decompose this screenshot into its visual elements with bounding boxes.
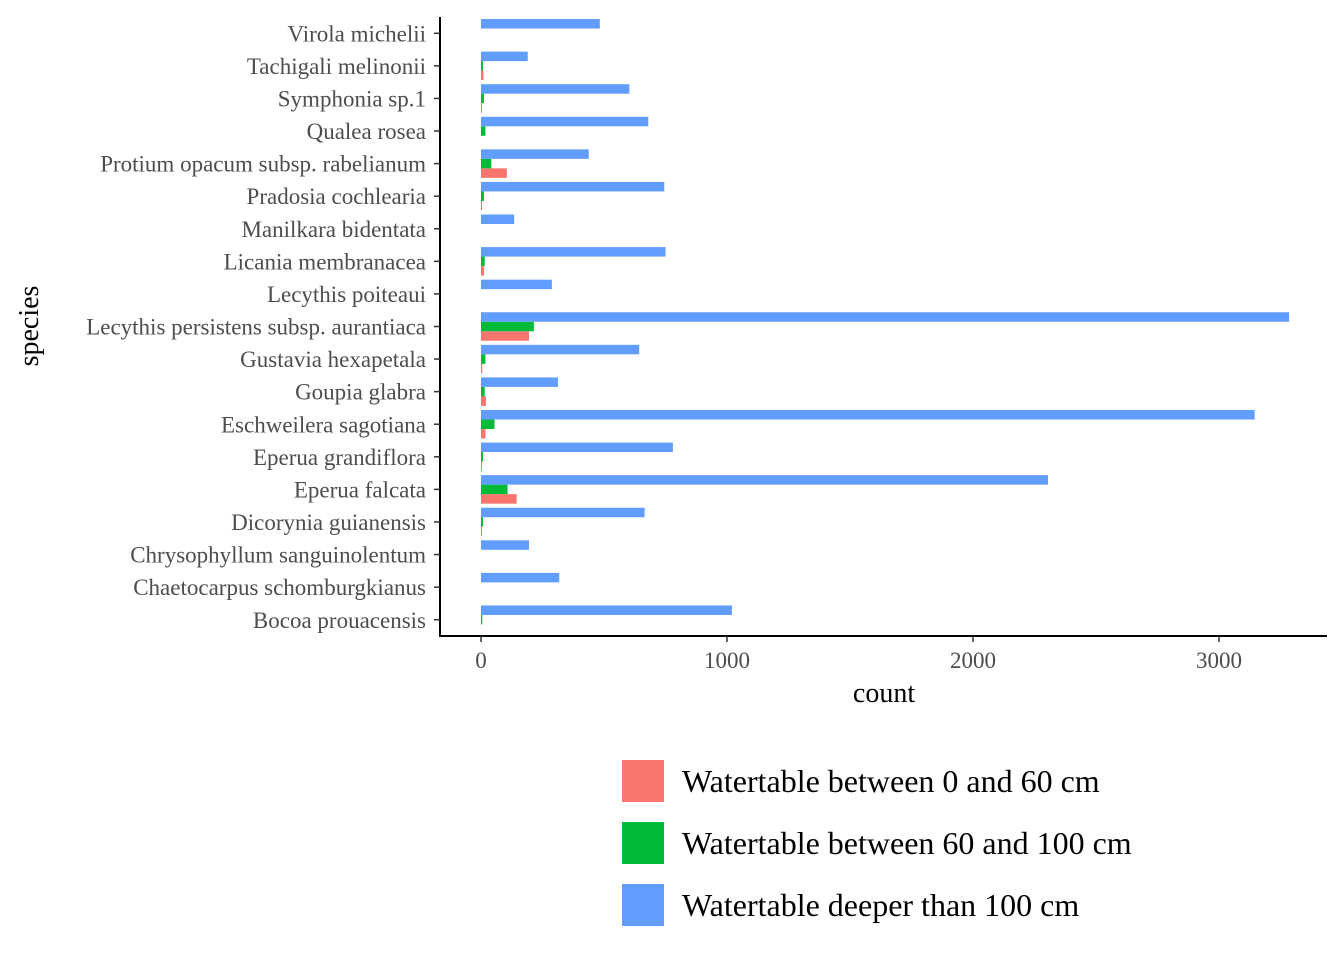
bar-qualea-rosea-series-1 <box>481 126 486 136</box>
bar-tachigali-melinonii-series-2 <box>481 51 528 62</box>
bars-layer <box>481 19 1290 625</box>
legend-label-deep: Watertable deeper than 100 cm <box>682 886 1080 923</box>
y-tick-label: Chrysophyllum sanguinolentum <box>130 543 426 568</box>
x-tick-label: 0 <box>475 648 487 673</box>
y-tick-label: Eperua grandiflora <box>253 445 426 470</box>
bar-pradosia-cochlearia-series-1 <box>481 191 484 201</box>
bar-goupia-glabra-series-2 <box>481 377 558 387</box>
y-tick-label: Lecythis poiteaui <box>267 282 426 307</box>
bar-dicorynia-guianensis-series-2 <box>481 507 645 518</box>
bar-protium-opacum-subsp-rabelianum-series-1 <box>481 158 492 169</box>
y-tick-label: Protium opacum subsp. rabelianum <box>100 152 426 177</box>
bar-lecythis-persistens-subsp-aurantiaca-series-0 <box>481 331 529 341</box>
legend-label-mid: Watertable between 60 and 100 cm <box>682 824 1132 861</box>
bar-protium-opacum-subsp-rabelianum-series-0 <box>481 168 507 178</box>
bar-goupia-glabra-series-1 <box>481 386 485 397</box>
bar-dicorynia-guianensis-series-0 <box>481 526 482 537</box>
bar-dicorynia-guianensis-series-1 <box>481 517 483 527</box>
y-tick-label: Eschweilera sagotiana <box>221 412 426 437</box>
x-tick-label: 2000 <box>950 648 996 673</box>
bar-chrysophyllum-sanguinolentum-series-2 <box>481 540 529 550</box>
bar-eperua-grandiflora-series-2 <box>481 442 673 453</box>
x-axis-title: count <box>853 678 915 709</box>
y-tick-label: Manilkara bidentata <box>241 217 426 242</box>
legend-key-shallow <box>622 760 664 802</box>
bar-gustavia-hexapetala-series-2 <box>481 344 640 355</box>
legend-key-mid <box>622 822 664 864</box>
x-tick-label: 1000 <box>704 648 750 673</box>
y-tick-label: Licania membranacea <box>224 249 426 274</box>
bar-eschweilera-sagotiana-series-2 <box>481 409 1255 420</box>
y-tick-label: Qualea rosea <box>307 119 426 144</box>
bar-symphonia-sp-1-series-0 <box>481 103 482 113</box>
y-ticks: Bocoa prouacensis Chaetocarpus schomburgk… <box>86 21 440 633</box>
x-ticks: 0 1000 2000 3000 <box>475 636 1242 673</box>
bar-bocoa-prouacensis-series-1 <box>481 614 483 625</box>
bar-gustavia-hexapetala-series-0 <box>481 363 483 374</box>
bar-lecythis-poiteaui-series-2 <box>481 279 552 290</box>
legend-item-shallow: Watertable between 0 and 60 cm <box>622 760 1132 802</box>
y-tick-label: Lecythis persistens subsp. aurantiaca <box>86 315 426 340</box>
bar-lecythis-persistens-subsp-aurantiaca-series-2 <box>481 312 1290 322</box>
bar-eperua-grandiflora-series-0 <box>481 461 482 472</box>
y-tick-label: Tachigali melinonii <box>247 54 426 79</box>
bar-virola-michelii-series-2 <box>481 19 600 29</box>
bar-pradosia-cochlearia-series-0 <box>481 200 482 211</box>
bar-symphonia-sp-1-series-2 <box>481 84 630 94</box>
y-tick-label: Chaetocarpus schomburgkianus <box>133 575 426 600</box>
y-tick-label: Bocoa prouacensis <box>253 608 426 633</box>
legend-label-shallow: Watertable between 0 and 60 cm <box>682 762 1100 799</box>
bar-tachigali-melinonii-series-1 <box>481 61 483 71</box>
y-tick-label: Goupia glabra <box>295 380 426 405</box>
bar-eperua-grandiflora-series-1 <box>481 452 483 462</box>
y-tick-label: Symphonia sp.1 <box>278 86 426 111</box>
bar-goupia-glabra-series-0 <box>481 396 486 406</box>
x-tick-label: 3000 <box>1196 648 1242 673</box>
bar-bocoa-prouacensis-series-2 <box>481 605 732 615</box>
legend-item-mid: Watertable between 60 and 100 cm <box>622 822 1132 864</box>
bar-eperua-falcata-series-0 <box>481 494 517 504</box>
y-tick-label: Gustavia hexapetala <box>240 347 426 372</box>
bar-eschweilera-sagotiana-series-1 <box>481 419 495 429</box>
bar-eperua-falcata-series-2 <box>481 475 1049 485</box>
bar-qualea-rosea-series-2 <box>481 116 649 127</box>
bar-eperua-falcata-series-1 <box>481 484 508 495</box>
y-tick-label: Dicorynia guianensis <box>231 510 426 535</box>
y-tick-label: Virola michelii <box>288 21 427 46</box>
bar-manilkara-bidentata-series-2 <box>481 214 515 225</box>
bar-pradosia-cochlearia-series-2 <box>481 181 665 192</box>
legend-key-deep <box>622 884 664 926</box>
y-tick-label: Pradosia cochlearia <box>247 184 426 209</box>
bar-licania-membranacea-series-2 <box>481 247 666 257</box>
legend-item-deep: Watertable deeper than 100 cm <box>622 884 1132 926</box>
bar-eschweilera-sagotiana-series-0 <box>481 428 486 439</box>
bar-symphonia-sp-1-series-1 <box>481 93 484 104</box>
y-tick-label: Eperua falcata <box>294 477 426 502</box>
legend: Watertable between 0 and 60 cm Watertabl… <box>622 760 1132 946</box>
bar-gustavia-hexapetala-series-1 <box>481 354 486 364</box>
bar-lecythis-persistens-subsp-aurantiaca-series-1 <box>481 321 534 332</box>
y-axis-title: species <box>14 286 45 367</box>
bar-licania-membranacea-series-1 <box>481 256 485 267</box>
bar-protium-opacum-subsp-rabelianum-series-2 <box>481 149 589 159</box>
bar-licania-membranacea-series-0 <box>481 266 484 276</box>
bar-chaetocarpus-schomburgkianus-series-2 <box>481 572 560 583</box>
bar-tachigali-melinonii-series-0 <box>481 70 484 81</box>
